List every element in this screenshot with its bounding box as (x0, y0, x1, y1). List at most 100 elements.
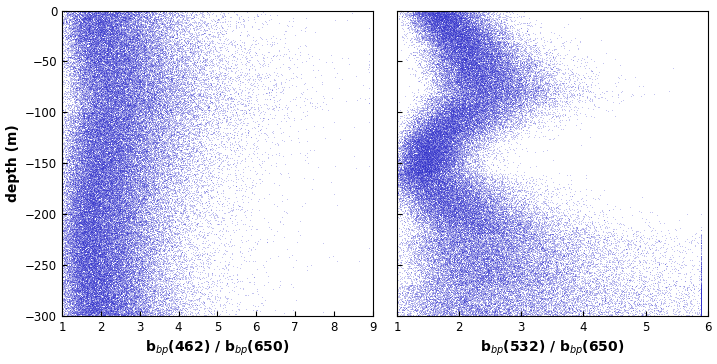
Point (405, 207, 417, 213)
Point (452, 218, 464, 224)
Point (458, 193, 470, 199)
Point (105, 115, 116, 120)
Point (81, 103, 92, 108)
Point (462, 96, 474, 102)
Point (90, 298, 101, 304)
Point (70, 276, 82, 282)
Point (425, 29, 437, 35)
Point (133, 100, 145, 106)
Point (110, 213, 121, 218)
Point (462, 34, 473, 40)
Point (447, 9, 458, 15)
Point (87, 236, 99, 242)
Point (107, 94, 118, 100)
Point (461, 63, 473, 69)
Point (488, 115, 500, 121)
Point (427, 289, 439, 295)
Point (450, 170, 462, 176)
Point (580, 283, 592, 289)
Point (100, 68, 112, 74)
Point (107, 122, 118, 128)
Point (424, 194, 436, 200)
Point (515, 210, 526, 215)
Point (492, 223, 503, 229)
Point (489, 46, 500, 51)
Point (409, 290, 420, 296)
Point (467, 83, 478, 89)
Point (442, 220, 453, 226)
Point (594, 310, 605, 316)
Point (453, 31, 465, 36)
Point (391, 171, 403, 177)
Point (447, 110, 459, 116)
Point (503, 71, 515, 77)
Point (434, 67, 445, 73)
Point (412, 136, 423, 142)
Point (102, 38, 113, 44)
Point (98, 77, 110, 83)
Point (106, 231, 118, 237)
Point (64, 11, 75, 17)
Point (158, 107, 170, 112)
Point (476, 107, 488, 113)
Point (503, 88, 515, 94)
Point (364, 61, 375, 67)
Point (67, 243, 79, 249)
Point (94, 130, 105, 135)
Point (407, 174, 418, 180)
Point (470, 174, 482, 180)
Point (136, 34, 148, 40)
Point (76, 21, 87, 27)
Point (445, 118, 457, 123)
Point (455, 81, 466, 87)
Point (481, 96, 493, 102)
Point (478, 106, 489, 112)
Point (116, 169, 128, 174)
Point (123, 77, 135, 83)
Point (78, 48, 90, 54)
Point (480, 221, 491, 227)
Point (96, 129, 108, 135)
Point (99, 288, 110, 293)
Point (499, 35, 511, 41)
Point (428, 38, 440, 44)
Point (99, 58, 110, 64)
Point (97, 113, 108, 119)
Point (79, 106, 90, 112)
Point (98, 49, 109, 55)
Point (591, 248, 602, 253)
Point (121, 156, 133, 162)
Point (495, 253, 507, 259)
Point (72, 293, 83, 299)
Point (120, 274, 131, 280)
Point (460, 289, 472, 294)
Point (136, 41, 148, 47)
Point (526, 69, 538, 75)
Point (96, 212, 108, 218)
Point (107, 261, 118, 267)
Point (138, 168, 149, 174)
Point (427, 108, 438, 114)
Point (131, 123, 143, 129)
Point (429, 150, 440, 155)
Point (535, 281, 546, 286)
Point (85, 12, 96, 18)
Point (420, 242, 432, 248)
Point (401, 166, 412, 172)
Point (465, 26, 476, 32)
Point (462, 43, 474, 49)
Point (412, 154, 423, 160)
Point (103, 76, 114, 82)
Point (488, 237, 500, 243)
Point (493, 277, 505, 282)
Point (132, 102, 143, 107)
Point (124, 296, 136, 302)
Point (458, 254, 470, 260)
Point (67, 21, 78, 27)
Point (234, 76, 245, 82)
Point (144, 30, 156, 36)
Point (166, 232, 177, 238)
Point (522, 39, 533, 45)
Point (513, 287, 524, 293)
Point (106, 161, 118, 167)
